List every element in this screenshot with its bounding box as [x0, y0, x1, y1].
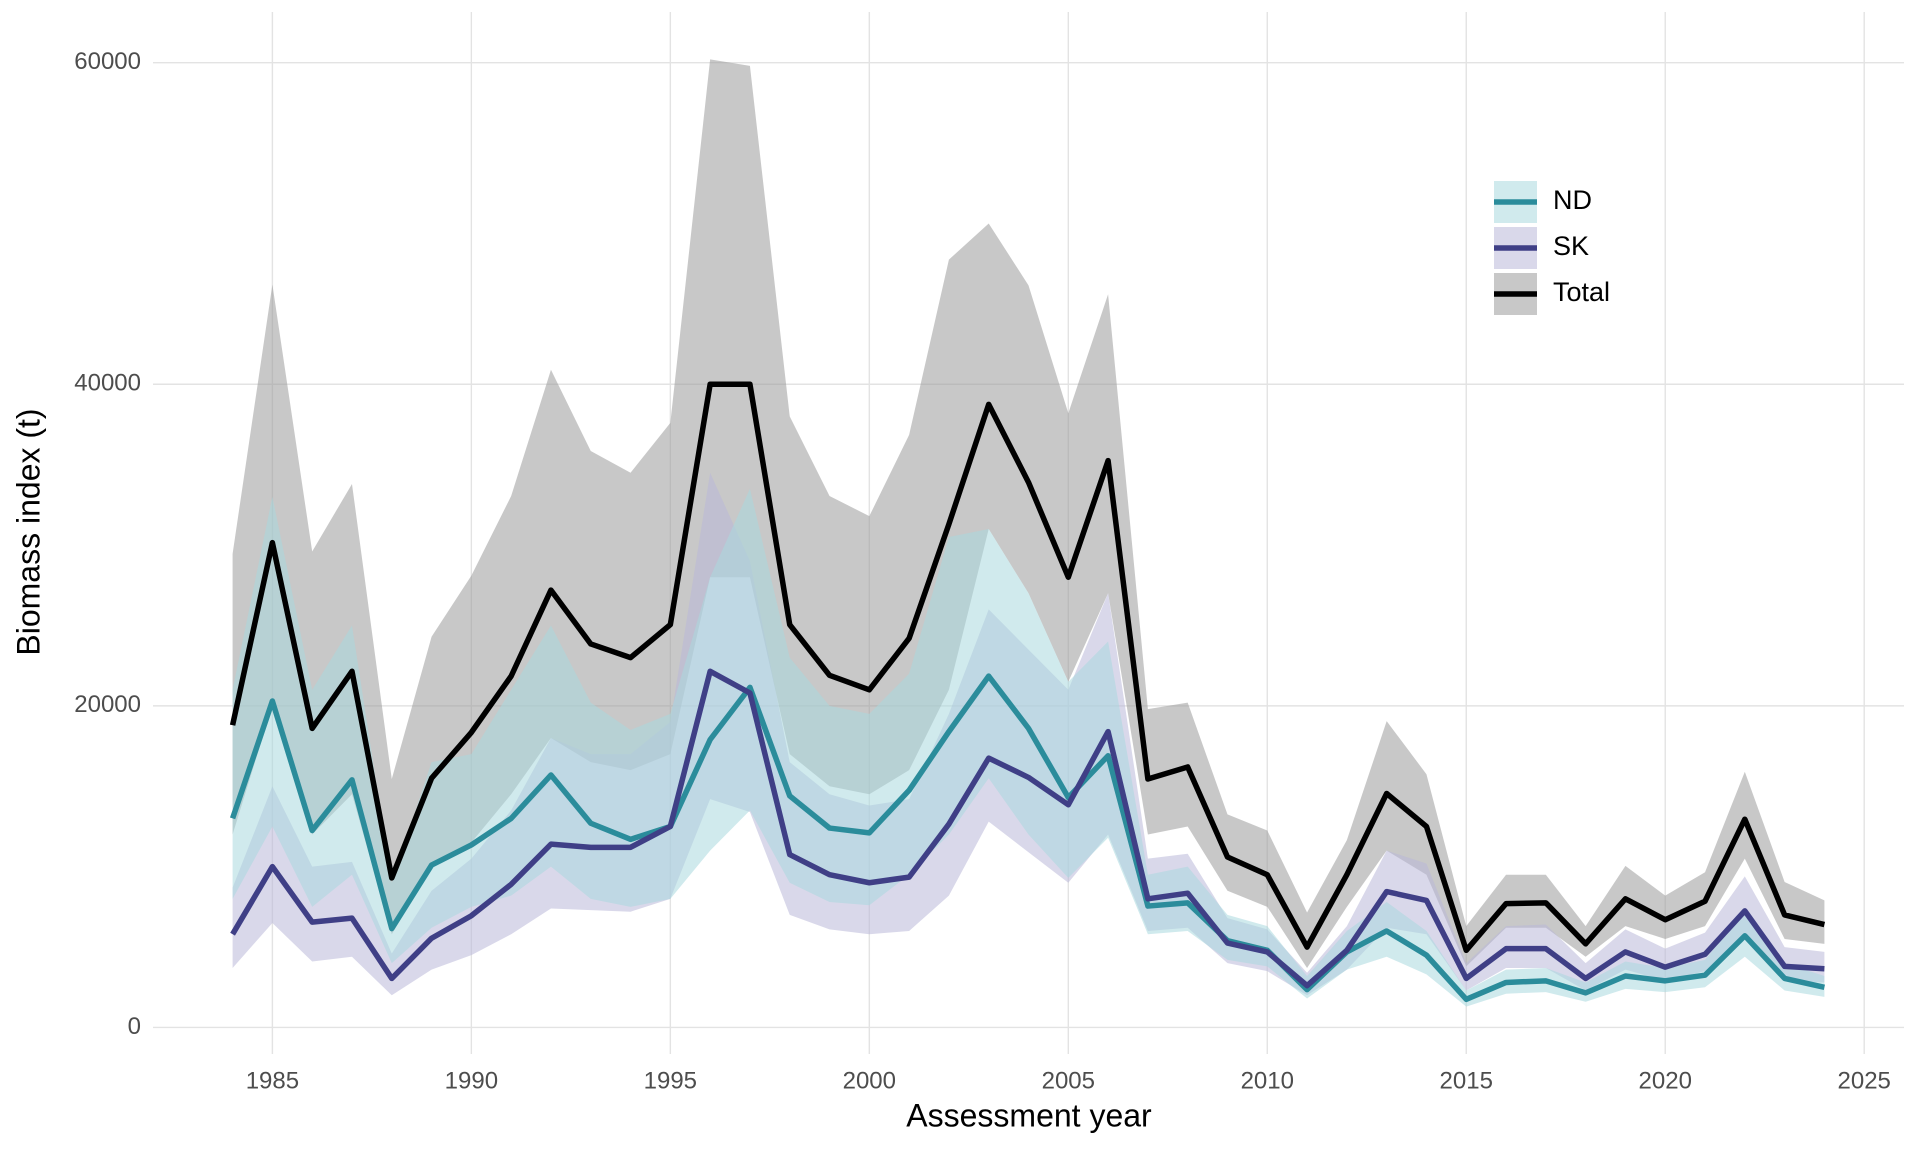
x-tick-label: 2010 — [1241, 1067, 1294, 1094]
y-tick-label: 0 — [128, 1013, 141, 1040]
x-tick-label: 2000 — [843, 1067, 896, 1094]
x-tick-label: 1990 — [445, 1067, 498, 1094]
y-tick-label: 60000 — [74, 48, 141, 75]
x-tick-label: 1985 — [246, 1067, 299, 1094]
legend-label: Total — [1553, 277, 1610, 307]
bands — [232, 59, 1825, 1007]
x-tick-label: 2015 — [1440, 1067, 1493, 1094]
x-axis-title: Assessment year — [906, 1097, 1152, 1133]
series-line — [229, 673, 1826, 1003]
y-tick-label: 40000 — [74, 370, 141, 397]
x-tick-label: 2025 — [1838, 1067, 1891, 1094]
series-line — [229, 381, 1826, 954]
lines — [229, 381, 1826, 1003]
x-tick-label: 1995 — [644, 1067, 697, 1094]
y-tick-label: 20000 — [74, 691, 141, 718]
x-tick-label: 2005 — [1042, 1067, 1095, 1094]
legend: ND SK Total — [1494, 181, 1610, 315]
y-axis-title: Biomass index (t) — [10, 408, 46, 655]
legend-label: SK — [1553, 231, 1589, 261]
x-tick-label: 2020 — [1639, 1067, 1692, 1094]
legend-label: ND — [1553, 185, 1592, 215]
confidence-band — [232, 488, 1825, 1007]
grid: 0 20000 40000 60000 1985 1990 1995 2000 2005 2010… — [74, 12, 1904, 1094]
series-line — [230, 668, 1825, 989]
